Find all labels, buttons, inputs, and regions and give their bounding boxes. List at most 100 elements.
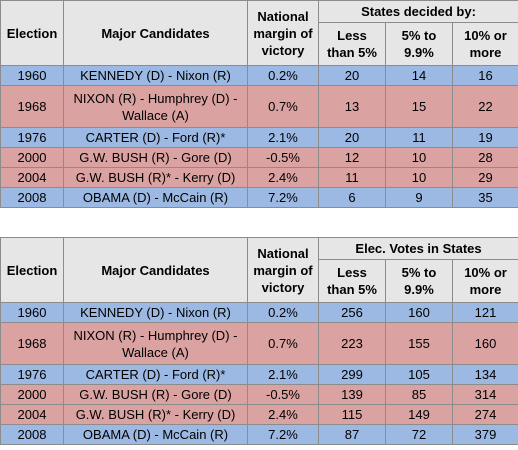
5-to-9-cell: 9 <box>385 187 453 208</box>
10-or-more-cell: 121 <box>451 302 518 323</box>
table-row: 2000 G.W. BUSH (R) - Gore (D) -0.5% 139 … <box>0 384 518 405</box>
candidates-cell: CARTER (D) - Ford (R)* <box>63 364 248 385</box>
header-row: Election Major Candidates National margi… <box>0 0 518 66</box>
table-row: 1976 CARTER (D) - Ford (R)* 2.1% 299 105… <box>0 364 518 385</box>
candidates-cell: G.W. BUSH (R) - Gore (D) <box>63 147 248 168</box>
margin-cell: 2.4% <box>247 404 319 425</box>
election-year: 2004 <box>0 404 64 425</box>
table-row: 1968 NIXON (R) - Humphrey (D) - Wallace … <box>0 85 518 128</box>
margin-header: National margin of victory <box>247 0 319 66</box>
10-or-more-cell: 314 <box>451 384 518 405</box>
table-row: 1960 KENNEDY (D) - Nixon (R) 0.2% 256 16… <box>0 302 518 323</box>
5-to-9-header: 5% to 9.9% <box>385 259 453 303</box>
election-year: 2004 <box>0 167 64 188</box>
less-than-5-cell: 223 <box>318 322 386 365</box>
candidates-cell: OBAMA (D) - McCain (R) <box>63 424 248 445</box>
5-to-9-line1: 5% to <box>401 28 437 43</box>
subheader-row: Less than 5% 5% to 9.9% 10% or more <box>1 259 518 303</box>
election-year: 1960 <box>0 302 64 323</box>
election-year: 1968 <box>0 85 64 128</box>
table-row: 1960 KENNEDY (D) - Nixon (R) 0.2% 20 14 … <box>0 65 518 86</box>
election-year: 2000 <box>0 384 64 405</box>
margin-cell: 7.2% <box>247 187 319 208</box>
candidates-line1: NIXON (R) - Humphrey (D) - <box>73 90 238 106</box>
margin-cell: 2.4% <box>247 167 319 188</box>
election-year: 1976 <box>0 127 64 148</box>
table-row: 2008 OBAMA (D) - McCain (R) 7.2% 6 9 35 <box>0 187 518 208</box>
margin-cell: 2.1% <box>247 364 319 385</box>
10-or-more-cell: 22 <box>452 85 518 128</box>
margin-header: National margin of victory <box>247 237 319 303</box>
10-or-more-header: 10% or more <box>451 259 518 303</box>
10-or-more-cell: 29 <box>452 167 518 188</box>
5-to-9-cell: 72 <box>385 424 453 445</box>
10-or-more-header: 10% or more <box>452 22 518 66</box>
less-than-5-line1: Less <box>337 265 367 280</box>
less-than-5-header: Less than 5% <box>318 259 386 303</box>
candidates-line1: NIXON (R) - Humphrey (D) - <box>73 327 238 343</box>
10-or-more-cell: 16 <box>452 65 518 86</box>
margin-cell: 0.2% <box>247 302 319 323</box>
group-header: Elec. Votes in States <box>317 237 518 260</box>
subheader-row: Less than 5% 5% to 9.9% 10% or more <box>1 22 518 66</box>
5-to-9-line2: 9.9% <box>404 45 434 60</box>
table-row: 2004 G.W. BUSH (R)* - Kerry (D) 2.4% 115… <box>0 404 518 425</box>
election-year: 1976 <box>0 364 64 385</box>
margin-cell: -0.5% <box>247 147 319 168</box>
5-to-9-cell: 85 <box>385 384 453 405</box>
margin-cell: -0.5% <box>247 384 319 405</box>
less-than-5-cell: 115 <box>318 404 386 425</box>
10-or-more-cell: 19 <box>452 127 518 148</box>
candidates-line2: Wallace (A) <box>122 107 189 123</box>
less-than-5-cell: 256 <box>318 302 386 323</box>
table-row: 2008 OBAMA (D) - McCain (R) 7.2% 87 72 3… <box>0 424 518 445</box>
candidates-cell: OBAMA (D) - McCain (R) <box>63 187 248 208</box>
less-than-5-cell: 20 <box>318 65 386 86</box>
candidates-line2: Wallace (A) <box>122 344 189 360</box>
election-header: Election <box>0 0 64 66</box>
5-to-9-cell: 10 <box>385 167 453 188</box>
margin-cell: 0.2% <box>247 65 319 86</box>
margin-header-line2: margin of <box>253 262 313 278</box>
margin-header-line2: margin of <box>253 25 313 41</box>
candidates-cell: NIXON (R) - Humphrey (D) - Wallace (A) <box>63 322 248 365</box>
margin-cell: 0.7% <box>247 322 319 365</box>
table-row: 1976 CARTER (D) - Ford (R)* 2.1% 20 11 1… <box>0 127 518 148</box>
less-than-5-header: Less than 5% <box>318 22 386 66</box>
10-or-more-line1: 10% or <box>464 28 507 43</box>
5-to-9-cell: 149 <box>385 404 453 425</box>
electoral-votes-table: Election Major Candidates National margi… <box>0 237 518 445</box>
candidates-header: Major Candidates <box>63 0 248 66</box>
states-decided-table: Election Major Candidates National margi… <box>0 0 518 208</box>
margin-cell: 2.1% <box>247 127 319 148</box>
margin-cell: 7.2% <box>247 424 319 445</box>
election-header: Election <box>0 237 64 303</box>
less-than-5-line2: than 5% <box>327 282 377 297</box>
candidates-cell: G.W. BUSH (R)* - Kerry (D) <box>63 167 248 188</box>
less-than-5-cell: 139 <box>318 384 386 405</box>
election-year: 2000 <box>0 147 64 168</box>
election-year: 1960 <box>0 65 64 86</box>
5-to-9-cell: 10 <box>385 147 453 168</box>
less-than-5-line2: than 5% <box>327 45 377 60</box>
10-or-more-line2: more <box>469 45 502 60</box>
10-or-more-line1: 10% or <box>464 265 507 280</box>
5-to-9-cell: 11 <box>385 127 453 148</box>
candidates-cell: KENNEDY (D) - Nixon (R) <box>63 65 248 86</box>
5-to-9-cell: 155 <box>385 322 453 365</box>
5-to-9-line1: 5% to <box>401 265 437 280</box>
candidates-cell: G.W. BUSH (R) - Gore (D) <box>63 384 248 405</box>
5-to-9-cell: 15 <box>385 85 453 128</box>
less-than-5-line1: Less <box>337 28 367 43</box>
margin-header-line3: victory <box>261 279 305 295</box>
margin-header-line1: National <box>257 245 309 261</box>
less-than-5-cell: 11 <box>318 167 386 188</box>
5-to-9-cell: 160 <box>385 302 453 323</box>
table-row: 1968 NIXON (R) - Humphrey (D) - Wallace … <box>0 322 518 365</box>
header-row: Election Major Candidates National margi… <box>0 237 518 303</box>
group-header: States decided by: <box>318 0 518 23</box>
candidates-cell: CARTER (D) - Ford (R)* <box>63 127 248 148</box>
less-than-5-cell: 20 <box>318 127 386 148</box>
less-than-5-cell: 13 <box>318 85 386 128</box>
less-than-5-cell: 12 <box>318 147 386 168</box>
